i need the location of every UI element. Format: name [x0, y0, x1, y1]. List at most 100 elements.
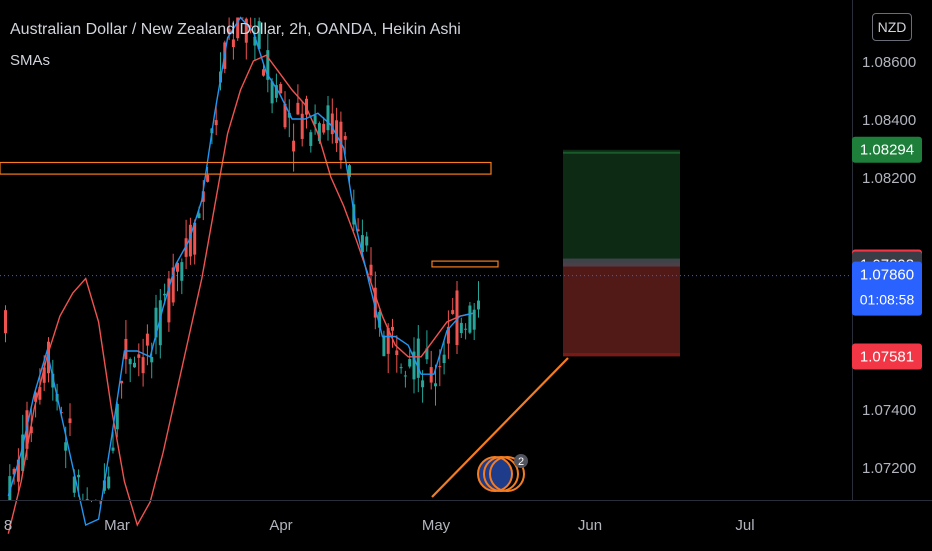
candle-body — [154, 307, 158, 338]
annotation-layer: 2 — [0, 149, 852, 498]
candle-body — [42, 367, 46, 383]
candle-body — [412, 351, 416, 380]
candle-body — [438, 366, 442, 368]
price-axis[interactable] — [852, 0, 932, 500]
candle-body — [391, 326, 394, 331]
candle-body — [8, 476, 12, 500]
indicator-label[interactable]: SMAs — [10, 52, 51, 69]
candle-body — [442, 354, 446, 364]
sma-slow-line — [7, 16, 473, 526]
candle-body — [287, 112, 291, 118]
candle-body — [120, 380, 124, 384]
trendline — [431, 357, 569, 498]
candle-body — [29, 426, 33, 434]
candle-body — [416, 338, 420, 378]
candle-body — [115, 403, 119, 430]
candle-body — [421, 380, 425, 388]
candle-body — [206, 174, 210, 182]
candle-body — [163, 293, 167, 296]
entry-zone — [431, 260, 499, 268]
event-circle — [489, 456, 525, 492]
entry-band — [563, 258, 680, 267]
candle-body — [451, 310, 455, 314]
stop-zone — [563, 262, 680, 357]
candle-body — [240, 17, 244, 19]
candle-body — [386, 328, 390, 354]
candle-body — [133, 362, 136, 368]
candle-body — [313, 115, 317, 125]
candle-body — [141, 357, 145, 374]
candle-body — [348, 165, 351, 177]
candle-body — [244, 18, 248, 43]
candle-body — [425, 348, 429, 360]
candle-body — [4, 310, 7, 334]
candle-body — [38, 387, 42, 400]
candle-body — [231, 39, 235, 48]
candle-body — [330, 113, 334, 135]
candle-body — [300, 113, 304, 139]
candle-body — [360, 235, 364, 252]
candle-body — [193, 222, 197, 255]
candle-body — [296, 102, 300, 115]
candle-body — [68, 418, 72, 423]
candle-body — [403, 375, 407, 377]
candle-body — [472, 309, 476, 330]
candle-body — [128, 359, 132, 365]
sma-fast-line — [7, 54, 473, 534]
candle-body — [158, 300, 162, 346]
candle-body — [171, 267, 175, 303]
candle-body — [326, 105, 330, 131]
candle-body — [51, 373, 55, 388]
candle-body — [464, 328, 468, 330]
candle-body — [317, 123, 321, 141]
symbol-title[interactable]: Australian Dollar / New Zealand Dollar, … — [10, 21, 461, 38]
candle-body — [382, 335, 386, 357]
candle-body — [249, 25, 253, 27]
candle-body — [369, 264, 373, 276]
candle-body — [322, 123, 326, 133]
candle-body — [274, 85, 278, 98]
currency-badge[interactable]: NZD — [872, 13, 912, 41]
sma-layer — [7, 16, 473, 534]
candle-body — [64, 442, 68, 451]
candle-body — [201, 191, 205, 202]
candle-body — [236, 17, 240, 39]
candle-body — [408, 359, 412, 367]
candle-body — [214, 120, 218, 126]
candle-body — [257, 21, 261, 49]
event-badges[interactable]: 2 — [477, 454, 528, 492]
candle-body — [335, 120, 339, 144]
badge-count: 2 — [518, 456, 524, 468]
candle-body — [188, 224, 192, 257]
candle-body — [434, 383, 437, 387]
resistance-zone — [0, 161, 492, 175]
event-circle — [483, 456, 519, 492]
candle-body — [262, 69, 265, 76]
candle-body — [85, 499, 89, 501]
candle-body — [107, 476, 111, 489]
candle-body — [124, 338, 128, 360]
candle-body — [343, 136, 347, 140]
candle-body — [283, 103, 287, 128]
candle-body — [167, 278, 171, 323]
time-axis[interactable] — [0, 500, 932, 551]
candle-body — [266, 50, 270, 80]
candle-body — [339, 121, 343, 161]
candle-body — [184, 238, 188, 257]
candle-body — [270, 81, 274, 104]
candle-body — [72, 476, 76, 493]
candle-body — [378, 311, 382, 328]
candle-body — [197, 213, 201, 218]
candle-body — [21, 434, 25, 471]
candle-body — [150, 356, 154, 363]
candle-body — [16, 459, 20, 482]
candle-body — [279, 84, 283, 94]
candle-body — [292, 140, 296, 152]
candle-body — [446, 326, 450, 344]
candle-body — [34, 392, 38, 402]
candle-body — [356, 229, 360, 232]
badge-count-bg — [514, 454, 528, 468]
candle-body — [459, 322, 463, 334]
candle-body — [77, 474, 81, 478]
